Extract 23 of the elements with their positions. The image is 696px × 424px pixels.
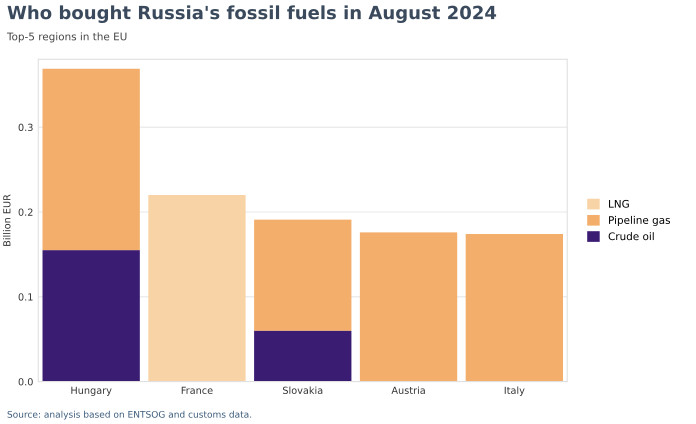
x-tick-label: France <box>182 386 213 394</box>
x-tick-label: Austria <box>391 386 425 394</box>
legend-label: Crude oil <box>608 232 654 240</box>
x-tick-label: Hungary <box>71 386 112 396</box>
legend-label: LNG <box>609 200 629 208</box>
legend-label: Pipeline gas <box>609 216 670 226</box>
bar <box>42 68 140 250</box>
source-note: Source: analysis based on ENTSOG and customs data. <box>8 410 252 420</box>
y-tick-label: 0.3 <box>18 124 33 132</box>
bar <box>360 232 458 382</box>
x-tick-label: Italy <box>504 386 525 396</box>
y-tick-label: 0.0 <box>18 378 33 386</box>
bar <box>42 250 140 382</box>
y-tick-label: 0.2 <box>18 208 32 216</box>
chart-title: Who bought Russia's fossil fuels in August 2024 <box>8 5 496 23</box>
bar <box>254 330 352 382</box>
chart-subtitle: Top-5 regions in the EU <box>6 32 126 42</box>
x-tick-label: Slovakia <box>282 386 322 394</box>
y-axis-title: Billion EUR <box>2 194 11 246</box>
bar <box>148 195 246 382</box>
bar <box>254 220 352 331</box>
bar <box>466 234 564 382</box>
y-tick-label: 0.1 <box>18 293 33 301</box>
